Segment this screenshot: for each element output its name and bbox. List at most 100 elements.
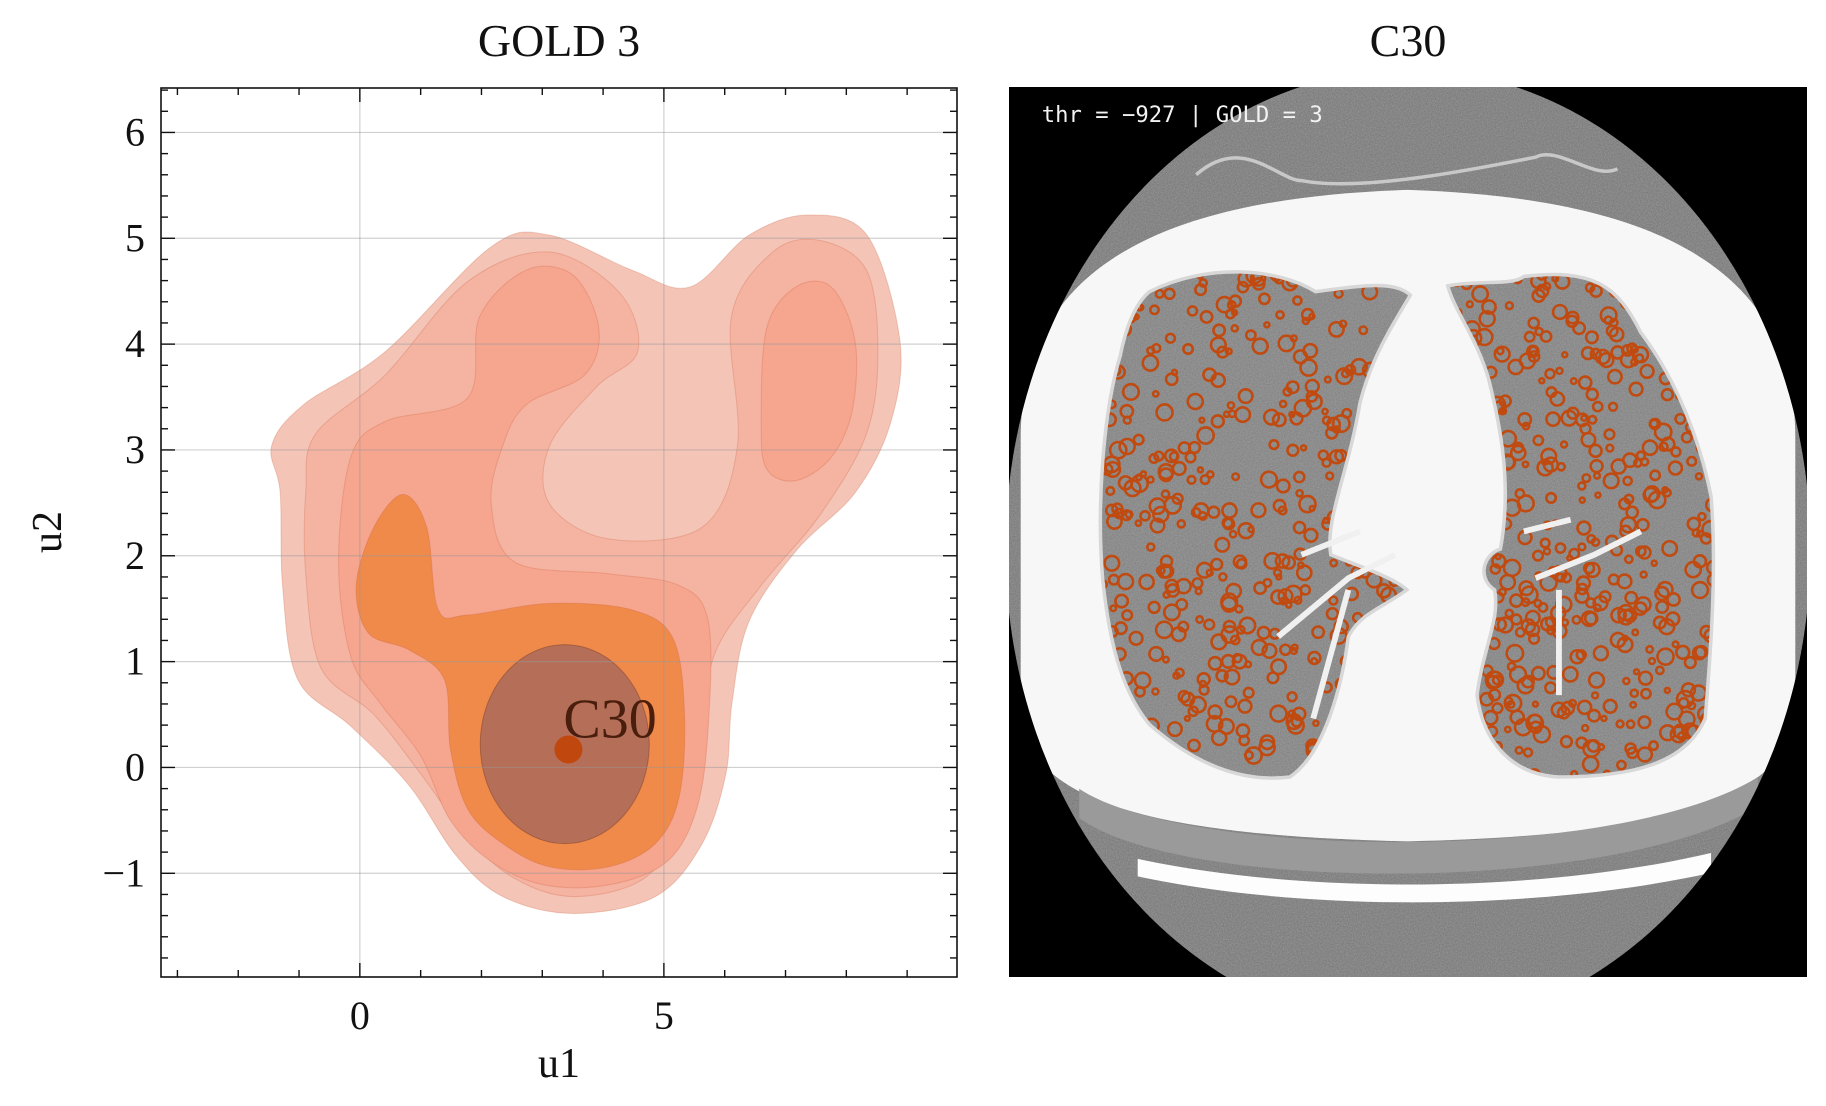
emphysema-mark: [1151, 687, 1160, 696]
emphysema-mark: [1656, 580, 1674, 599]
emphysema-mark: [1295, 488, 1305, 498]
emphysema-mark: [1602, 472, 1620, 490]
emphysema-mark: [1166, 721, 1183, 738]
emphysema-mark: [1259, 470, 1279, 489]
emphysema-mark: [1290, 715, 1303, 728]
emphysema-mark: [1569, 648, 1585, 665]
emphysema-mark: [1286, 443, 1300, 457]
emphysema-mark: [1602, 698, 1618, 714]
emphysema-mark: [1504, 608, 1515, 619]
emphysema-mark: [1684, 560, 1703, 579]
emphysema-mark: [1680, 682, 1697, 698]
emphysema-mark: [1523, 330, 1536, 343]
emphysema-mark: [1277, 334, 1296, 353]
emphysema-mark: [1344, 363, 1357, 376]
emphysema-mark: [1496, 616, 1514, 634]
emphysema-mark: [1677, 710, 1696, 729]
scanner-table: [1137, 853, 1712, 903]
emphysema-mark: [1262, 408, 1281, 426]
emphysema-mark: [1624, 590, 1639, 605]
emphysema-mark: [1478, 310, 1496, 328]
contour-level-3: [760, 280, 858, 482]
emphysema-mark: [1587, 708, 1602, 723]
emphysema-mark: [1156, 563, 1173, 579]
emphysema-mark: [1568, 547, 1581, 560]
emphysema-mark: [1220, 592, 1239, 611]
emphysema-mark: [1686, 455, 1698, 467]
emphysema-mark: [1170, 368, 1179, 377]
emphysema-mark: [1301, 316, 1311, 326]
emphysema-mark: [1586, 533, 1597, 544]
emphysema-mark: [1625, 505, 1640, 520]
emphysema-mark: [1229, 634, 1241, 646]
emphysema-mark: [1544, 615, 1557, 628]
emphysema-mark: [1520, 674, 1535, 689]
emphysema-mark: [1580, 414, 1588, 422]
emphysema-mark: [1680, 431, 1693, 444]
emphysema-mark: [1579, 422, 1592, 435]
emphysema-mark: [1171, 492, 1184, 505]
emphysema-mark: [1482, 709, 1499, 726]
emphysema-mark: [1282, 386, 1293, 397]
emphysema-mark: [1279, 643, 1292, 657]
emphysema-mark: [1196, 466, 1205, 474]
emphysema-mark: [1592, 603, 1602, 613]
emphysema-mark: [1589, 458, 1604, 474]
emphysema-mark: [1622, 475, 1633, 487]
emphysema-mark: [1266, 671, 1280, 685]
emphysema-mark: [1686, 516, 1702, 532]
emphysema-mark: [1633, 601, 1648, 616]
emphysema-mark: [1656, 647, 1675, 666]
emphysema-mark: [1521, 421, 1531, 431]
emphysema-mark: [1237, 698, 1253, 714]
emphysema-mark: [1230, 308, 1239, 317]
emphysema-mark: [1275, 573, 1283, 581]
emphysema-mark: [1489, 563, 1502, 575]
emphysema-mark: [1305, 393, 1323, 411]
emphysema-mark: [1531, 700, 1540, 708]
emphysema-mark: [1299, 358, 1318, 377]
emphysema-mark: [1312, 719, 1320, 728]
emphysema-mark: [1196, 426, 1215, 445]
emphysema-mark: [1187, 705, 1200, 718]
emphysema-mark: [1222, 619, 1237, 634]
emphysema-mark: [1494, 552, 1502, 561]
emphysema-mark: [1566, 406, 1580, 420]
emphysema-mark: [1637, 670, 1654, 686]
ct-title: C30: [1369, 15, 1447, 66]
emphysema-mark: [1517, 412, 1533, 428]
emphysema-mark: [1607, 573, 1620, 586]
emphysema-mark: [1232, 652, 1243, 664]
emphysema-mark: [1670, 446, 1682, 458]
emphysema-mark: [1624, 742, 1637, 755]
emphysema-mark: [1578, 496, 1587, 504]
emphysema-mark: [1210, 557, 1224, 571]
emphysema-mark: [1186, 305, 1199, 317]
emphysema-mark: [1623, 554, 1634, 565]
emphysema-mark: [1544, 368, 1556, 380]
emphysema-mark: [1244, 329, 1257, 342]
emphysema-mark: [1603, 428, 1616, 441]
emphysema-mark: [1520, 597, 1531, 608]
emphysema-mark: [1559, 440, 1569, 449]
emphysema-mark: [1502, 558, 1522, 578]
emphysema-mark: [1331, 414, 1351, 434]
emphysema-mark: [1539, 330, 1553, 343]
emphysema-mark: [1609, 631, 1627, 649]
y-tick-label: 3: [125, 427, 145, 472]
emphysema-mark: [1210, 372, 1226, 389]
emphysema-mark: [1271, 412, 1287, 428]
emphysema-mark: [1575, 582, 1589, 596]
emphysema-mark: [1186, 392, 1205, 411]
emphysema-mark: [1244, 660, 1253, 669]
emphysema-mark: [1160, 489, 1171, 499]
y-tick-label: 4: [125, 321, 145, 366]
emphysema-mark: [1637, 715, 1652, 730]
emphysema-mark: [1176, 519, 1187, 529]
emphysema-mark: [1118, 437, 1136, 456]
y-tick-label: 0: [125, 744, 145, 789]
emphysema-mark: [1649, 469, 1662, 482]
emphysema-mark: [1328, 320, 1345, 338]
emphysema-mark: [1629, 700, 1638, 709]
emphysema-mark: [1180, 691, 1196, 707]
